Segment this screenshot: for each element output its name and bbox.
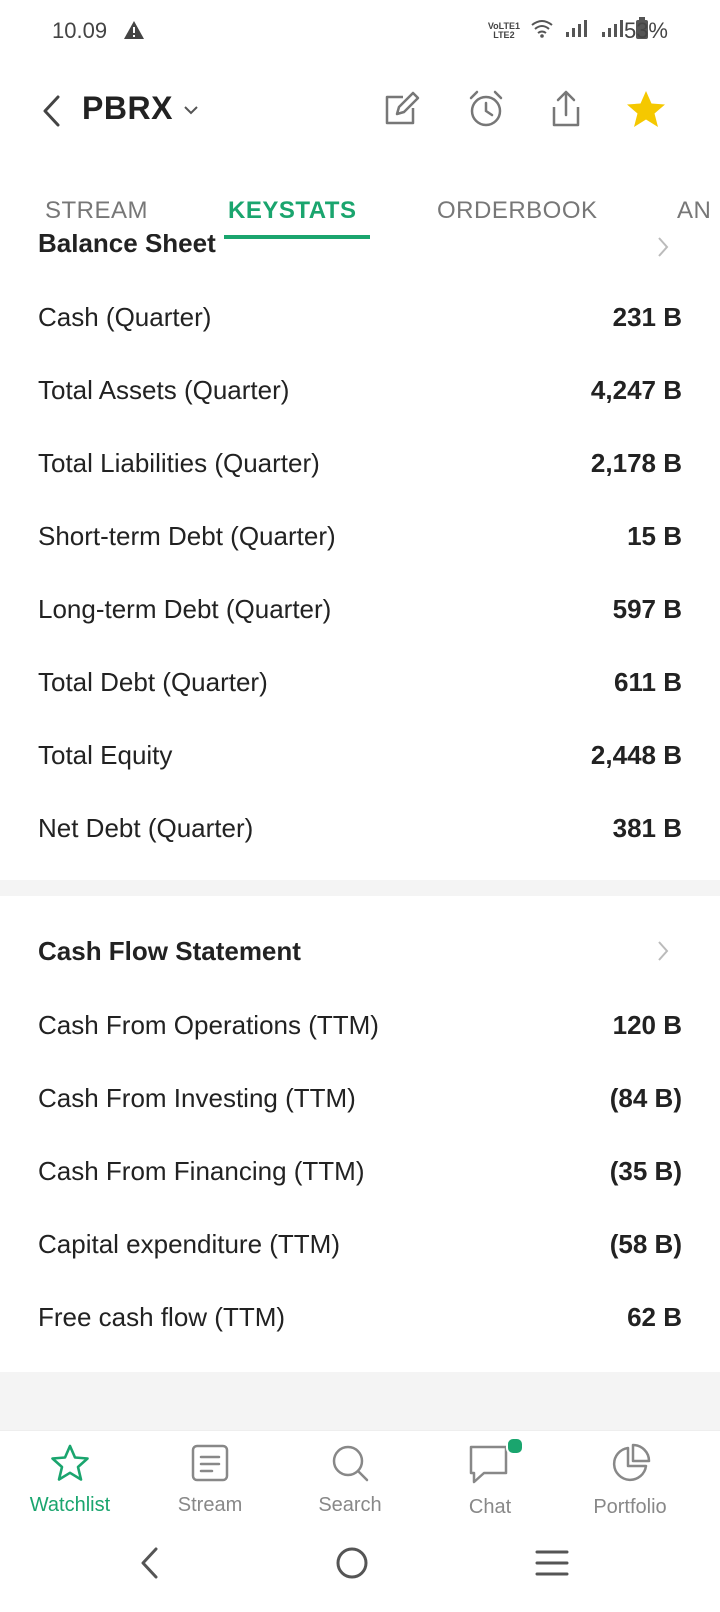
pie-chart-icon	[609, 1443, 651, 1489]
stat-value: 15 B	[627, 521, 682, 551]
system-navigation-bar	[0, 1530, 720, 1612]
nav-label: Chat	[468, 1496, 512, 1518]
stat-label: Cash From Financing (TTM)	[38, 1156, 365, 1186]
star-icon[interactable]	[624, 87, 668, 131]
system-menu-icon[interactable]	[534, 1548, 570, 1583]
section-divider	[0, 880, 720, 896]
stat-row: Net Debt (Quarter) 381 B	[38, 813, 682, 853]
stat-value: 2,448 B	[590, 740, 682, 770]
stat-label: Total Equity	[38, 740, 173, 770]
stat-row: Long-term Debt (Quarter) 597 B	[38, 594, 682, 634]
stat-value: 2,178 B	[590, 448, 682, 478]
nav-label: Search	[318, 1494, 382, 1516]
star-outline-icon	[49, 1444, 91, 1487]
nav-label: Watchlist	[29, 1494, 111, 1516]
nav-chat[interactable]: Chat	[430, 1437, 550, 1519]
stat-value: (84 B)	[609, 1083, 682, 1113]
edit-icon[interactable]	[380, 87, 424, 131]
stat-row: Capital expenditure (TTM) (58 B)	[38, 1229, 682, 1269]
stat-label: Cash (Quarter)	[38, 302, 212, 332]
signal-icon	[600, 18, 626, 44]
section-title: Cash Flow Statement	[38, 936, 301, 966]
chevron-down-icon[interactable]	[183, 103, 199, 121]
stat-label: Net Debt (Quarter)	[38, 813, 254, 843]
status-bar: 10.09 VoLTE1 LTE2 53%	[0, 0, 720, 60]
system-home-icon[interactable]	[334, 1545, 370, 1586]
tab-bar: STREAM KEYSTATS ORDERBOOK AN	[0, 185, 720, 245]
stat-value: (35 B)	[609, 1156, 682, 1186]
back-arrow-icon[interactable]	[40, 94, 64, 133]
stat-label: Total Debt (Quarter)	[38, 667, 268, 697]
nav-watchlist[interactable]: Watchlist	[10, 1443, 130, 1517]
stat-label: Cash From Investing (TTM)	[38, 1083, 356, 1113]
chat-icon	[468, 1437, 524, 1490]
tab-keystats[interactable]: KEYSTATS	[228, 197, 357, 224]
stat-value: 611 B	[614, 667, 682, 697]
tab-analysis[interactable]: AN	[677, 197, 712, 224]
balance-sheet-header[interactable]: Balance Sheet	[0, 234, 720, 270]
tab-indicator	[224, 235, 370, 239]
nav-search[interactable]: Search	[290, 1443, 410, 1517]
stat-label: Free cash flow (TTM)	[38, 1302, 286, 1332]
wifi-icon	[530, 18, 554, 44]
tab-stream[interactable]: STREAM	[45, 197, 149, 224]
chevron-right-icon	[656, 236, 670, 263]
cash-flow-header[interactable]: Cash Flow Statement	[0, 920, 720, 980]
nav-portfolio[interactable]: Portfolio	[570, 1443, 690, 1519]
stat-value: (58 B)	[609, 1229, 682, 1259]
nav-label: Stream	[177, 1494, 243, 1516]
battery-icon	[636, 17, 648, 45]
stat-label: Total Assets (Quarter)	[38, 375, 290, 405]
ticker-symbol[interactable]: PBRX	[82, 90, 173, 126]
battery-percent: 53%	[623, 18, 668, 43]
stat-label: Short-term Debt (Quarter)	[38, 521, 336, 551]
stat-row: Cash From Financing (TTM) (35 B)	[38, 1156, 682, 1196]
stat-row: Free cash flow (TTM) 62 B	[38, 1302, 682, 1342]
stat-label: Cash From Operations (TTM)	[38, 1010, 379, 1040]
share-icon[interactable]	[544, 87, 588, 131]
stat-label: Capital expenditure (TTM)	[38, 1229, 340, 1259]
stat-row: Total Liabilities (Quarter) 2,178 B	[38, 448, 682, 488]
stream-icon	[190, 1444, 230, 1487]
bottom-navigation: Watchlist Stream Search Chat Portfolio	[0, 1430, 720, 1529]
stat-value: 4,247 B	[590, 375, 682, 405]
tab-orderbook[interactable]: ORDERBOOK	[437, 197, 598, 224]
nav-stream[interactable]: Stream	[150, 1443, 270, 1517]
stat-value: 62 B	[627, 1302, 682, 1332]
stat-row: Total Assets (Quarter) 4,247 B	[38, 375, 682, 415]
search-icon	[330, 1445, 370, 1487]
volte-indicator: VoLTE1 LTE2	[487, 21, 520, 40]
system-back-icon[interactable]	[136, 1546, 162, 1585]
stat-row: Cash From Investing (TTM) (84 B)	[38, 1083, 682, 1123]
stat-value: 597 B	[612, 594, 682, 624]
nav-label: Portfolio	[593, 1496, 667, 1518]
stat-row: Total Equity 2,448 B	[38, 740, 682, 780]
stat-value: 231 B	[612, 302, 682, 332]
stat-value: 120 B	[612, 1010, 682, 1040]
stat-row: Short-term Debt (Quarter) 15 B	[38, 521, 682, 561]
stat-row: Total Debt (Quarter) 611 B	[38, 667, 682, 707]
section-title: Balance Sheet	[38, 234, 216, 258]
section-divider	[0, 1372, 720, 1430]
notification-dot	[506, 1437, 524, 1455]
stat-label: Total Liabilities (Quarter)	[38, 448, 320, 478]
stat-row: Cash From Operations (TTM) 120 B	[38, 1010, 682, 1050]
stat-row: Cash (Quarter) 231 B	[38, 302, 682, 342]
stat-value: 381 B	[612, 813, 682, 843]
chevron-right-icon	[656, 940, 670, 967]
warning-icon	[123, 20, 145, 45]
top-app-bar: PBRX	[0, 70, 720, 150]
signal-icon	[564, 18, 590, 44]
stat-label: Long-term Debt (Quarter)	[38, 594, 332, 624]
status-time: 10.09	[52, 18, 108, 43]
alarm-clock-icon[interactable]	[464, 87, 508, 131]
